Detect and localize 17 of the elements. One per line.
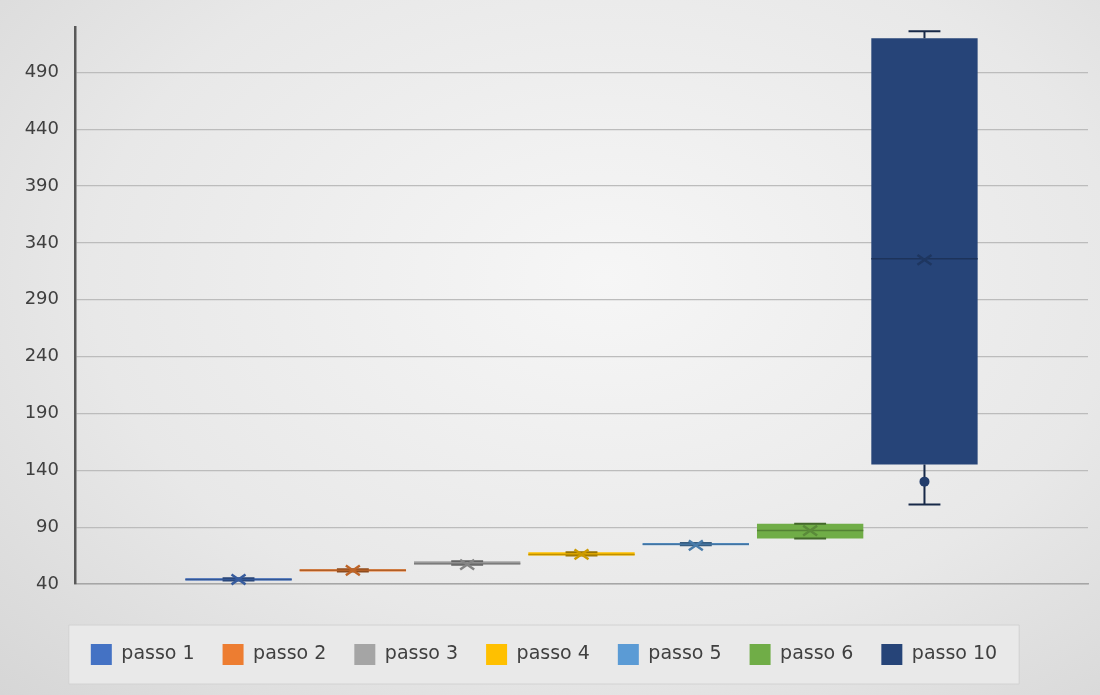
- legend-label: passo 5: [648, 641, 722, 664]
- y-tick-label: 40: [36, 571, 59, 593]
- legend-label: passo 6: [780, 641, 854, 664]
- y-tick-label: 290: [24, 287, 59, 309]
- y-tick-label: 490: [24, 59, 59, 81]
- y-tick-label: 190: [24, 401, 59, 423]
- y-tick-label: 240: [24, 344, 59, 366]
- legend-label: passo 2: [253, 641, 327, 664]
- legend-label: passo 1: [121, 641, 195, 664]
- y-tick-label: 340: [24, 230, 59, 252]
- y-tick-label: 390: [24, 173, 59, 195]
- legend-label: passo 3: [384, 641, 459, 664]
- legend-label: passo 4: [516, 641, 590, 664]
- y-tick-label: 440: [24, 116, 59, 138]
- legend-label: passo 10: [911, 641, 998, 664]
- y-tick-label: 90: [36, 514, 59, 536]
- y-tick-label: 140: [24, 457, 59, 479]
